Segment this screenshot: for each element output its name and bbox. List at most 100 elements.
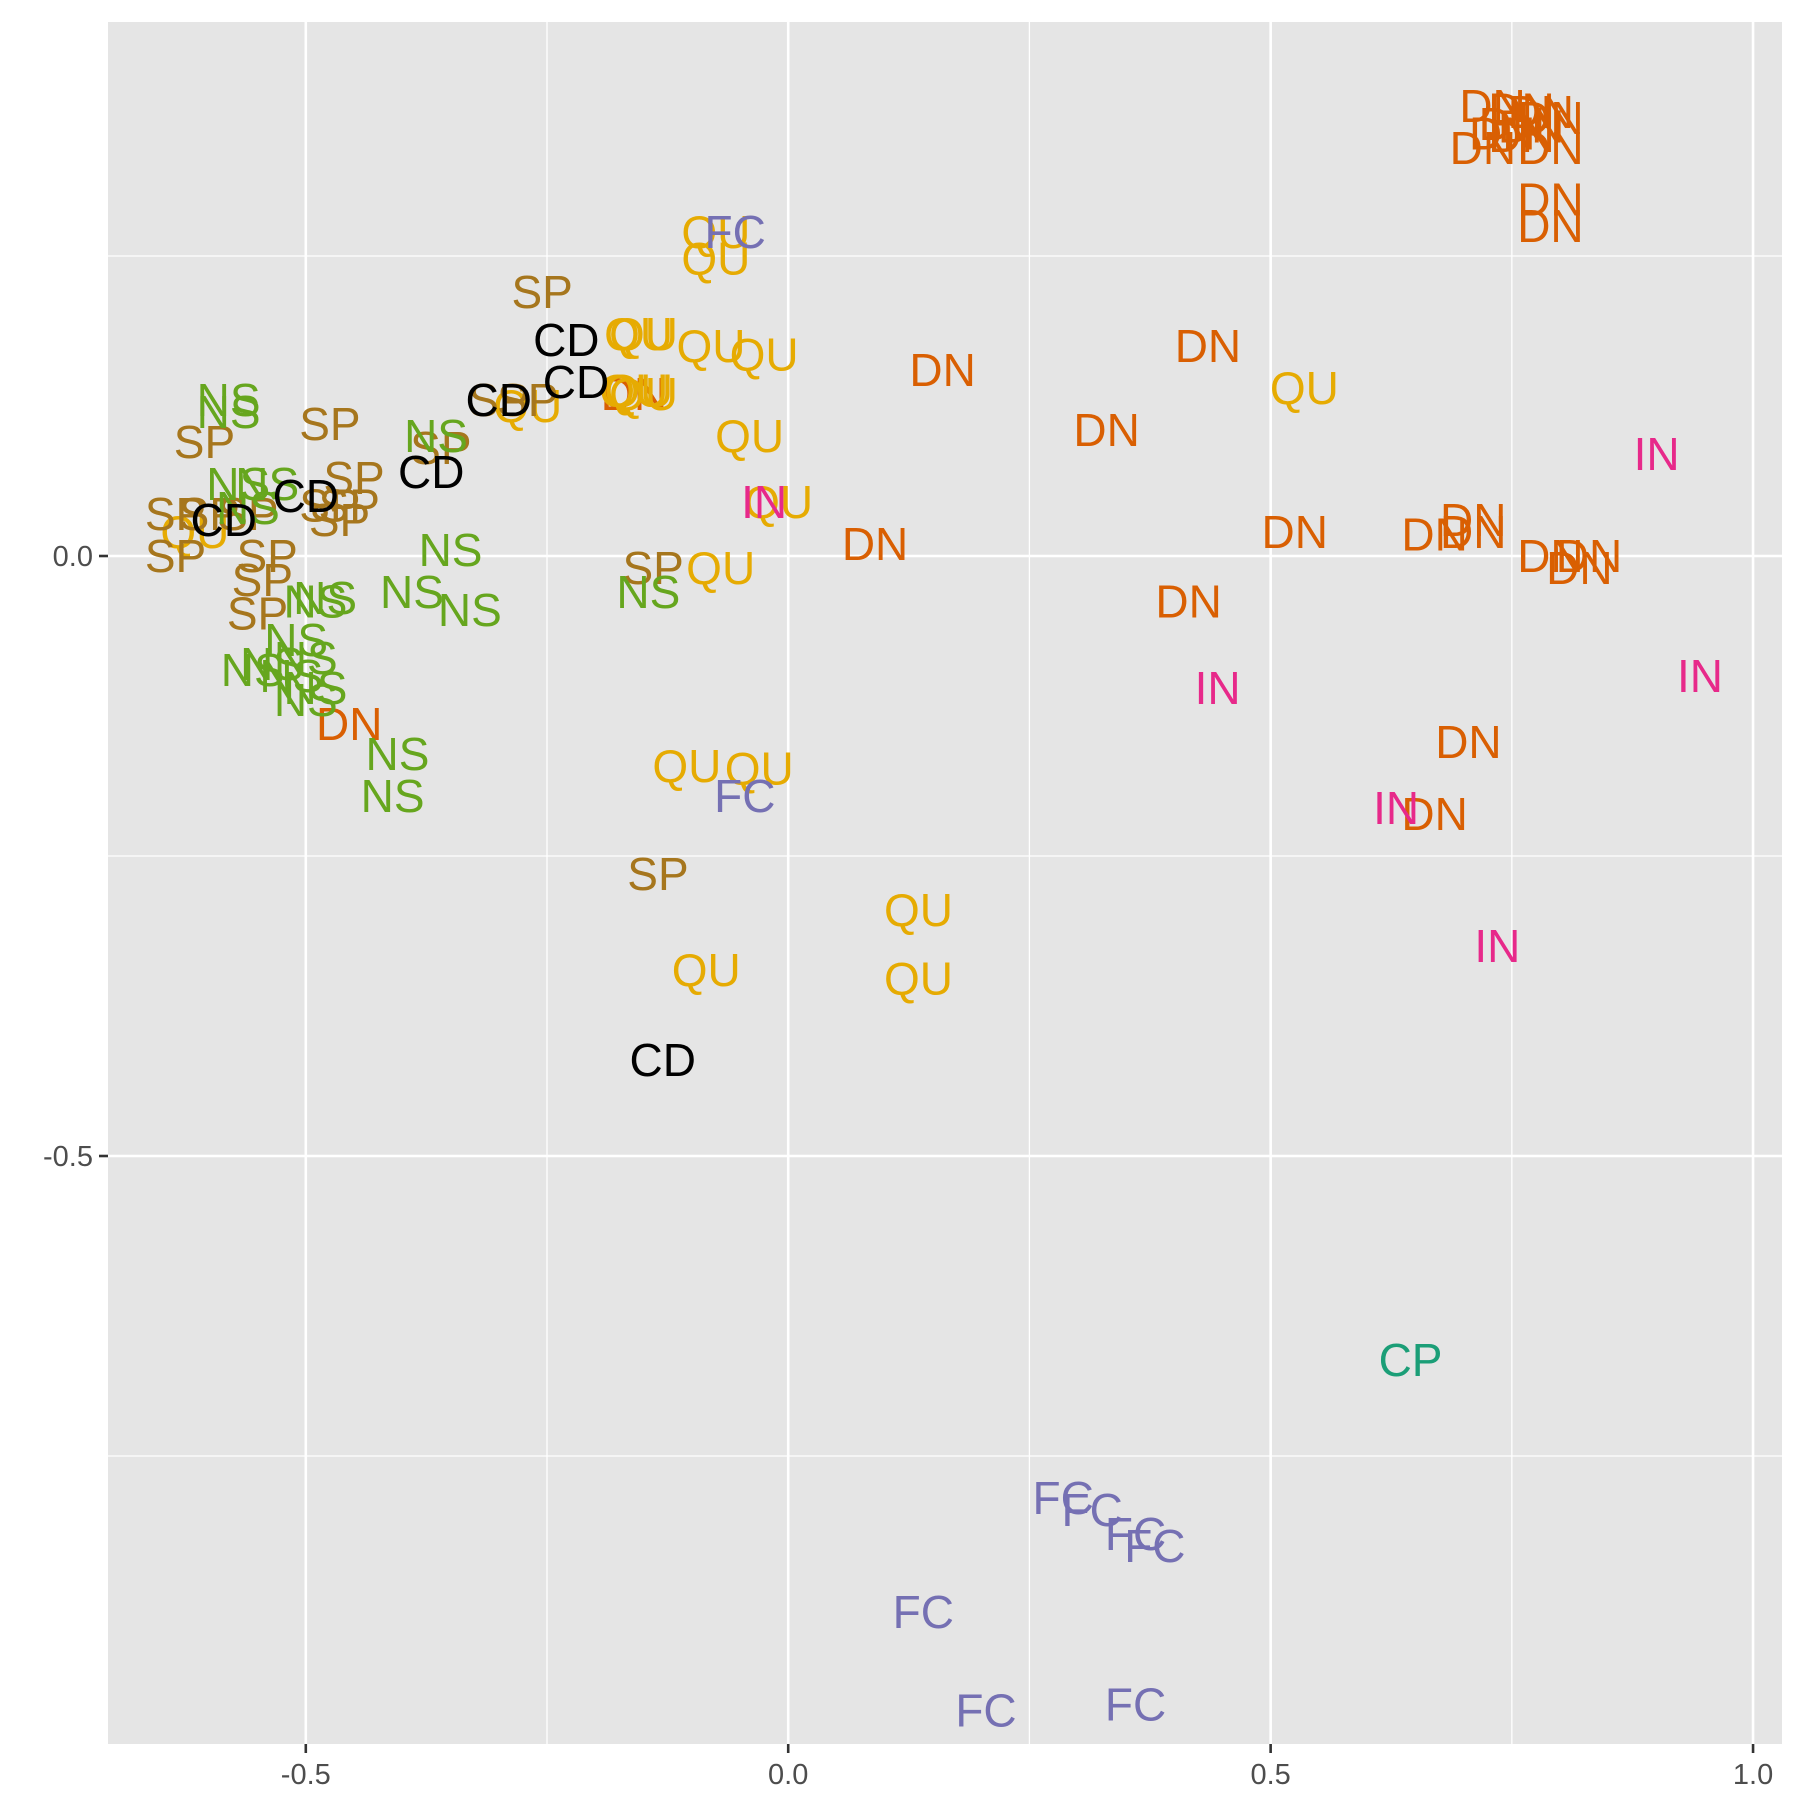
- point-label-ns: NS: [380, 566, 444, 618]
- point-label-sp: SP: [497, 374, 558, 426]
- point-label-fc: FC: [704, 206, 765, 258]
- point-label-qu: QU: [884, 952, 953, 1004]
- point-label-fc: FC: [1033, 1472, 1094, 1524]
- point-label-fc: FC: [1105, 1678, 1166, 1730]
- point-label-dn: DN: [909, 344, 975, 396]
- point-label-dn: DN: [1517, 530, 1583, 582]
- point-label-dn: DN: [316, 698, 382, 750]
- point-label-qu: QU: [609, 368, 678, 420]
- point-label-ns: NS: [197, 374, 261, 426]
- point-label-dn: DN: [1517, 200, 1583, 252]
- point-label-ns: NS: [283, 576, 347, 628]
- point-label-ns: NS: [419, 524, 483, 576]
- point-label-ns: NS: [235, 458, 299, 510]
- point-label-cd: CD: [533, 314, 599, 366]
- point-label-dn: DN: [1262, 506, 1328, 558]
- point-label-sp: SP: [145, 530, 206, 582]
- point-label-ns: NS: [264, 614, 328, 666]
- point-label-in: IN: [1474, 920, 1520, 972]
- point-label-fc: FC: [955, 1684, 1016, 1736]
- point-label-qu: QU: [744, 476, 813, 528]
- point-label-sp: SP: [232, 554, 293, 606]
- point-label-qu: QU: [730, 328, 799, 380]
- point-label-ns: NS: [216, 482, 280, 534]
- point-label-dn: DN: [1175, 320, 1241, 372]
- point-label-sp: SP: [309, 494, 370, 546]
- point-label-sp: SP: [323, 452, 384, 504]
- point-label-qu: QU: [609, 308, 678, 360]
- point-label-dn: DN: [1488, 84, 1554, 136]
- point-label-dn: DN: [1450, 122, 1516, 174]
- plot-panel: [108, 22, 1782, 1744]
- point-label-dn: DN: [1459, 80, 1525, 132]
- point-label-dn: DN: [1546, 542, 1612, 594]
- point-label-qu: QU: [681, 206, 750, 258]
- point-label-sp: SP: [299, 480, 360, 532]
- point-label-ns: NS: [274, 632, 338, 684]
- point-label-sp: SP: [299, 398, 360, 450]
- point-label-dn: DN: [1479, 98, 1545, 150]
- point-label-sp: SP: [627, 848, 688, 900]
- point-label-in: IN: [1677, 650, 1723, 702]
- point-label-qu: QU: [672, 944, 741, 996]
- y-tick-label: 0.0: [53, 541, 93, 573]
- point-label-dn: DN: [1440, 506, 1506, 558]
- point-label-dn: DN: [601, 368, 667, 420]
- point-label-dn: DN: [1517, 92, 1583, 144]
- y-axis: -0.5 0.0: [43, 541, 108, 1173]
- point-label-ns: NS: [221, 644, 285, 696]
- point-label-cp: CP: [1379, 1334, 1443, 1386]
- point-label-sp: SP: [217, 488, 278, 540]
- point-label-dn: DN: [1440, 494, 1506, 546]
- x-tick-label: 0.0: [768, 1759, 808, 1791]
- point-label-ns: NS: [240, 638, 304, 690]
- point-label-ns: NS: [616, 566, 680, 618]
- point-label-qu: QU: [1270, 362, 1339, 414]
- point-label-sp: SP: [410, 422, 471, 474]
- point-label-cd: CD: [543, 356, 609, 408]
- x-axis: -0.5 0.0 0.5 1.0: [281, 1744, 1773, 1791]
- point-label-sp: SP: [237, 530, 298, 582]
- point-label-cd: CD: [630, 1034, 696, 1086]
- point-label-sp: SP: [145, 488, 206, 540]
- point-label-cd: CD: [466, 374, 532, 426]
- point-label-sp: SP: [468, 374, 529, 426]
- point-label-qu: QU: [715, 410, 784, 462]
- point-label-fc: FC: [714, 770, 775, 822]
- point-label-ns: NS: [197, 386, 261, 438]
- point-label-dn: DN: [1401, 788, 1467, 840]
- point-label-dn: DN: [1155, 576, 1221, 628]
- point-label-qu: QU: [686, 542, 755, 594]
- point-label-cd: CD: [398, 446, 464, 498]
- point-label-dn: DN: [1401, 508, 1467, 560]
- point-label-dn: DN: [1435, 716, 1501, 768]
- point-label-ns: NS: [361, 770, 425, 822]
- point-label-qu: QU: [160, 506, 229, 558]
- point-label-ns: NS: [206, 458, 270, 510]
- point-label-dn: DN: [1517, 174, 1583, 226]
- point-label-sp: SP: [179, 488, 240, 540]
- point-label-qu: QU: [604, 308, 673, 360]
- x-tick-label: 0.5: [1250, 1759, 1290, 1791]
- point-label-sp: SP: [227, 588, 288, 640]
- point-label-dn: DN: [1517, 122, 1583, 174]
- x-tick-label: 1.0: [1733, 1759, 1773, 1791]
- point-label-ns: NS: [293, 572, 357, 624]
- point-label-dn: DN: [1556, 530, 1622, 582]
- point-label-in: IN: [1373, 782, 1419, 834]
- point-label-sp: SP: [622, 542, 683, 594]
- x-tick-label: -0.5: [281, 1759, 331, 1791]
- point-label-dn: DN: [1488, 110, 1554, 162]
- point-label-dn: DN: [1073, 404, 1139, 456]
- point-label-qu: QU: [599, 364, 668, 416]
- major-gridlines: [108, 22, 1782, 1744]
- point-label-ns: NS: [438, 584, 502, 636]
- point-label-qu: QU: [681, 232, 750, 284]
- point-label-dn: DN: [1498, 100, 1564, 152]
- point-label-qu: QU: [725, 742, 794, 794]
- point-label-sp: SP: [174, 416, 235, 468]
- point-label-dn: DN: [1508, 86, 1574, 138]
